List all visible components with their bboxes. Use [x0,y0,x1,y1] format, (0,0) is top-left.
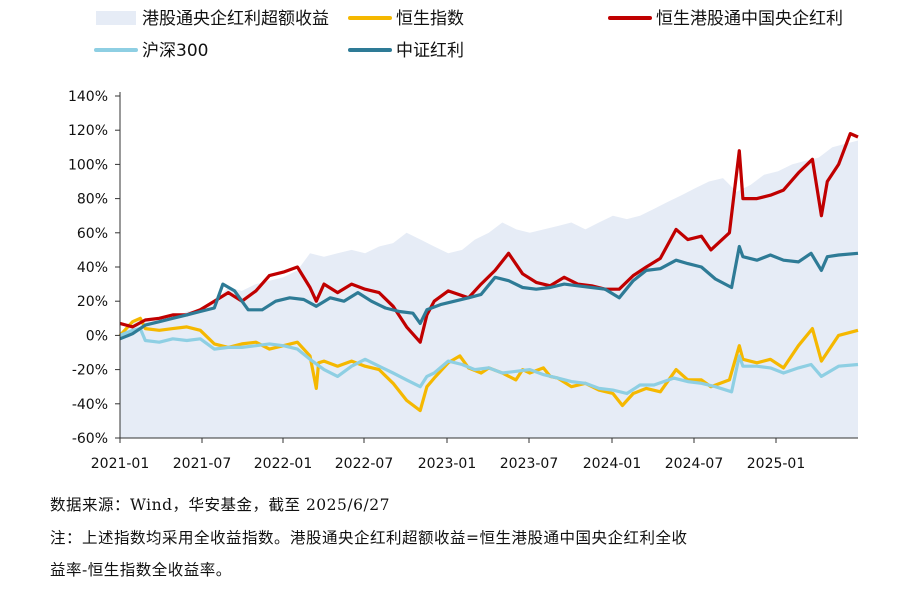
series-area-0 [120,140,858,438]
x-tick-label: 2025-01 [747,456,806,472]
plot-area [118,132,859,438]
y-tick-label: 20% [77,294,108,310]
legend-item: 沪深300 [94,41,208,61]
legend-item: 港股通央企红利超额收益 [96,9,329,29]
legend-label: 港股通央企红利超额收益 [142,9,329,29]
y-tick-label: 120% [68,123,108,139]
series-line-3 [119,327,859,396]
y-tick-label: -60% [72,431,108,447]
footnote-line-1: 注：上述指数均采用全收益指数。港股通央企红利超额收益=恒生港股通中国央企红利全收 [50,529,688,547]
y-tick-label: 140% [68,89,108,105]
y-tick-label: 100% [68,157,108,173]
x-tick-label: 2024-01 [583,456,642,472]
x-tick-label: 2022-07 [335,456,394,472]
legend-label: 中证红利 [396,41,464,61]
y-tick-label: -40% [72,397,108,413]
source-note: 数据来源：Wind，华安基金，截至 2025/6/27 [50,496,390,514]
y-tick-label: 40% [77,260,108,276]
legend-swatch [96,11,136,25]
legend-item: 恒生指数 [348,9,464,29]
series-line-4 [119,244,859,341]
legend-item: 恒生港股通中国央企红利 [608,9,843,29]
series-line-1 [118,316,859,413]
x-tick-label: 2022-01 [254,456,313,472]
legend-label: 恒生指数 [396,9,464,29]
footnote-line-2: 益率-恒生指数全收益率。 [50,561,232,579]
series-line-2 [119,132,859,344]
x-tick-label: 2023-01 [418,456,477,472]
legend-label: 沪深300 [142,41,208,61]
y-tick-label: 0% [86,328,108,344]
legend-item: 中证红利 [348,41,464,61]
y-tick-label: -20% [72,363,108,379]
legend-label: 恒生港股通中国央企红利 [656,9,843,29]
axes: -60% -40% -20% 0% 20% 40% 60% 80% 100% 120% 140% 20… [68,89,858,472]
y-tick-label: 60% [77,226,108,242]
x-tick-label: 2023-07 [500,456,559,472]
x-tick-label: 2021-01 [91,456,150,472]
x-tick-label: 2024-07 [665,456,724,472]
y-tick-label: 80% [77,192,108,208]
x-tick-label: 2021-07 [173,456,232,472]
